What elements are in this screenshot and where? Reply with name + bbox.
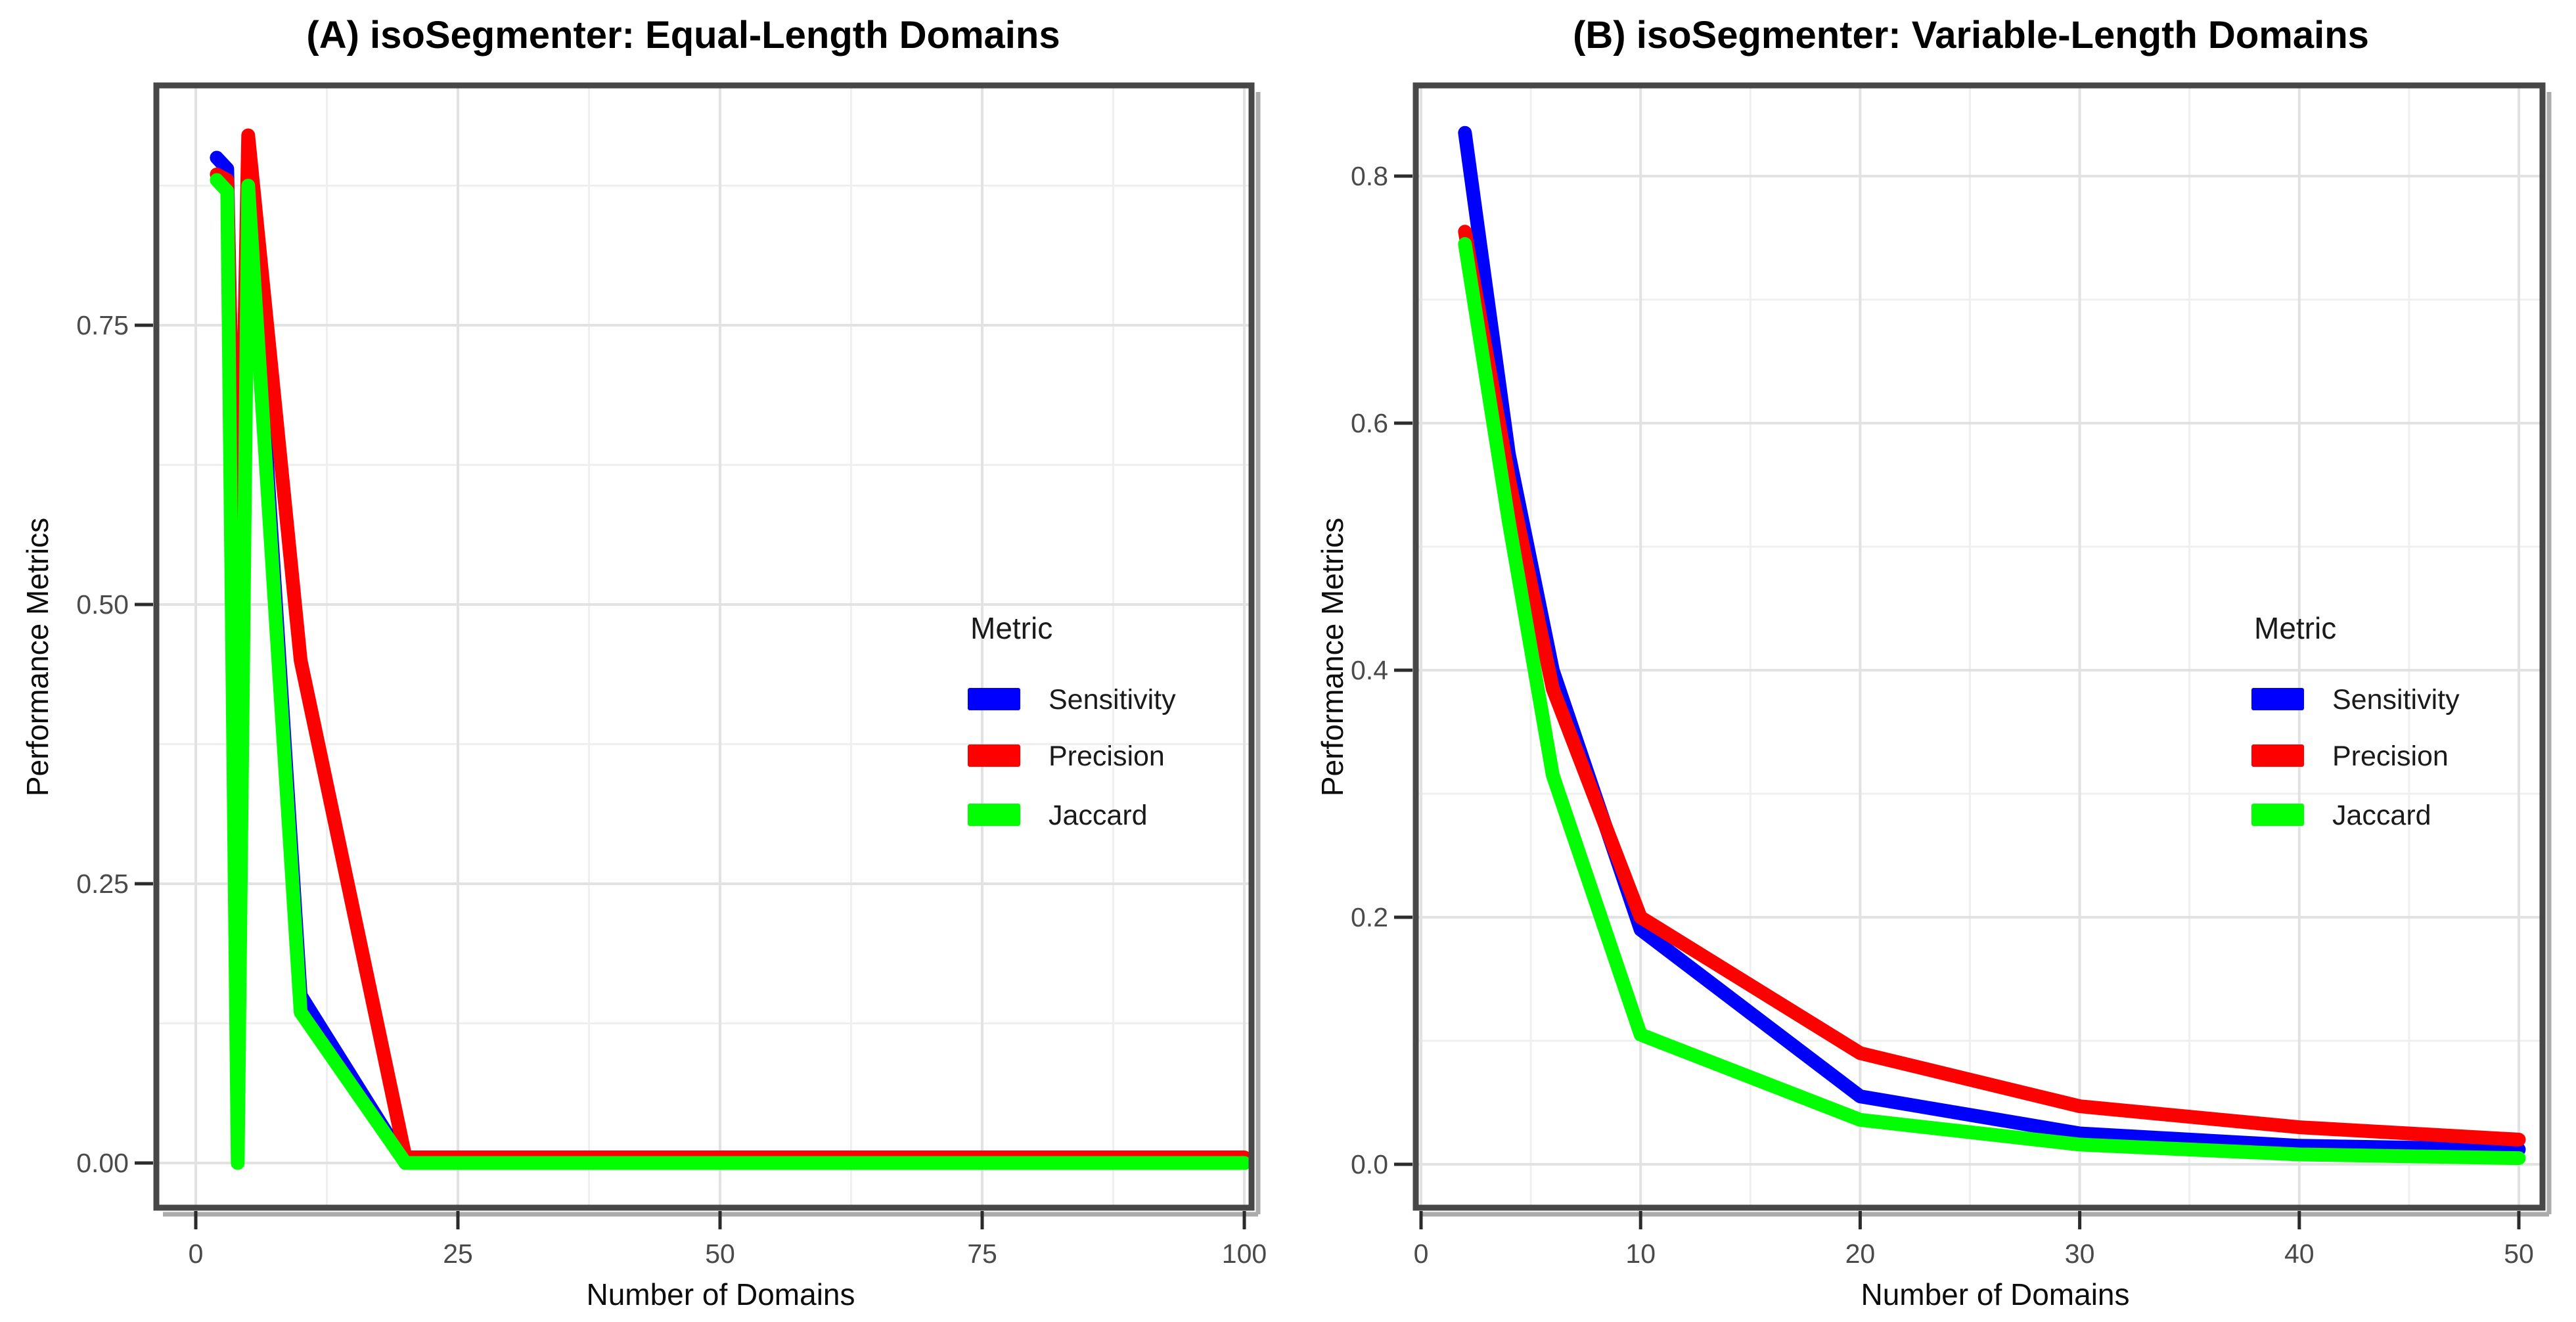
y-tick-label: 0.6 [1351, 408, 1388, 438]
x-tick-label: 0 [1414, 1239, 1429, 1269]
panel-border [153, 82, 1255, 1211]
axis-tick-labels: 0 10 20 30 40 50 0.0 0.2 0.4 0.6 0.8 [1351, 161, 2534, 1269]
y-tick-label: 0.00 [76, 1148, 129, 1178]
x-tick-label: 10 [1625, 1239, 1656, 1269]
chart-a-panel: 0 25 50 75 100 0.00 0.25 0.50 0.75 Metric Sensitiv… [76, 82, 1267, 1269]
legend-item-sensitivity: Sensitivity [2251, 684, 2460, 716]
x-tick-label: 100 [1222, 1239, 1267, 1269]
x-tick-label: 20 [1845, 1239, 1876, 1269]
y-tick-label: 0.50 [76, 589, 129, 620]
gridlines-minor [156, 85, 1252, 1208]
legend-label: Jaccard [1049, 800, 1148, 831]
axis-ticks [1394, 174, 2521, 1229]
y-tick-label: 0.8 [1351, 161, 1388, 191]
legend-label: Precision [1049, 741, 1165, 772]
panel-background [1416, 85, 2542, 1208]
legend-item-jaccard: Jaccard [968, 800, 1148, 831]
legend-item-precision: Precision [968, 741, 1165, 772]
legend-key-jaccard [968, 804, 1020, 826]
legend-key-sensitivity [2251, 688, 2304, 710]
y-tick-label: 0.4 [1351, 655, 1388, 685]
x-tick-label: 50 [705, 1239, 735, 1269]
series-line-jaccard [210, 173, 1252, 1170]
x-tick-label: 50 [2504, 1239, 2534, 1269]
y-tick-label: 0.25 [76, 869, 129, 899]
series-line-jaccard [1458, 237, 2526, 1166]
series-line-precision [1458, 225, 2526, 1147]
legend-item-sensitivity: Sensitivity [968, 684, 1176, 716]
legend-key-precision [968, 744, 1020, 767]
chart-a-title: (A) isoSegmenter: Equal-Length Domains [306, 14, 1060, 57]
x-tick-label: 40 [2284, 1239, 2315, 1269]
chart-a-y-axis-title: Performance Metrics [20, 517, 55, 797]
legend-item-precision: Precision [2251, 741, 2449, 772]
legend-key-sensitivity [968, 688, 1020, 710]
axis-ticks [135, 323, 1246, 1229]
chart-b-panel: 0 10 20 30 40 50 0.0 0.2 0.4 0.6 0.8 Metric Sensitiv… [1351, 82, 2552, 1269]
legend-label: Sensitivity [1049, 684, 1176, 716]
x-tick-label: 0 [189, 1239, 204, 1269]
panel-background [156, 85, 1252, 1208]
x-tick-label: 75 [967, 1239, 997, 1269]
legend: Metric Sensitivity Precision Jaccard [968, 611, 1176, 831]
legend-key-jaccard [2251, 804, 2304, 826]
x-tick-label: 30 [2065, 1239, 2095, 1269]
legend-title: Metric [2254, 611, 2336, 645]
legend-label: Jaccard [2332, 800, 2431, 831]
y-tick-label: 0.0 [1351, 1149, 1388, 1179]
legend-label: Precision [2332, 741, 2449, 772]
chart-a-x-axis-title: Number of Domains [586, 1277, 855, 1311]
legend-title: Metric [970, 611, 1052, 645]
y-tick-label: 0.2 [1351, 902, 1388, 932]
axis-tick-labels: 0 25 50 75 100 0.00 0.25 0.50 0.75 [76, 310, 1267, 1269]
legend: Metric Sensitivity Precision Jaccard [2251, 611, 2460, 831]
legend-key-precision [2251, 744, 2304, 767]
panel-border [1412, 82, 2546, 1211]
legend-label: Sensitivity [2332, 684, 2460, 716]
chart-b-y-axis-title: Performance Metrics [1315, 517, 1349, 797]
x-tick-label: 25 [443, 1239, 473, 1269]
chart-b-title: (B) isoSegmenter: Variable-Length Domain… [1573, 14, 2369, 57]
y-tick-label: 0.75 [76, 310, 129, 340]
legend-item-jaccard: Jaccard [2251, 800, 2431, 831]
chart-b-x-axis-title: Number of Domains [1861, 1277, 2130, 1311]
